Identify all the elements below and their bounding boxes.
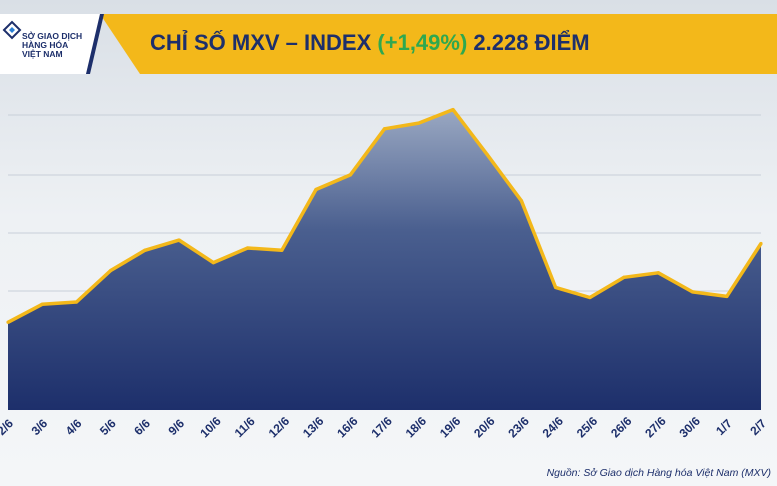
x-tick-label: 6/6 [131,416,153,438]
data-point-24-6 [554,285,558,289]
x-tick-label: 17/6 [368,414,395,441]
x-tick-label: 26/6 [608,414,635,441]
data-point-9-6 [177,238,181,242]
x-tick-label: 3/6 [29,416,51,438]
title-main: CHỈ SỐ MXV – INDEX [150,30,372,55]
data-point-2-6 [6,320,10,324]
x-tick-label: 19/6 [437,414,464,441]
data-point-11-6 [245,246,250,250]
header-banner [0,14,777,74]
data-point-13-6 [314,187,318,192]
logo-panel [0,14,100,74]
logo-mark-icon [2,20,22,40]
logo-line-3: VIỆT NAM [22,49,63,59]
source-note: Nguồn: Sở Giao dịch Hàng hóa Việt Nam (M… [546,467,771,479]
x-tick-label: 20/6 [471,414,498,441]
title-change: (+1,49%) [377,30,468,55]
data-point-4-6 [74,300,79,304]
data-point-20-6 [485,153,489,157]
title-value: 2.228 ĐIỂM [473,30,590,55]
logo-line-1: SỞ GIAO DỊCH [22,31,83,41]
data-point-18-6 [417,121,421,125]
data-point-25-6 [588,295,592,300]
data-point-5-6 [109,268,113,273]
series-area [8,109,761,410]
x-tick-label: 23/6 [505,414,532,441]
x-tick-label: 12/6 [266,414,293,441]
data-point-17-6 [382,127,387,131]
x-tick-label: 10/6 [197,414,224,441]
logo: SỞ GIAO DỊCH HÀNG HÓA VIỆT NAM [22,32,102,59]
x-tick-label: 27/6 [642,414,669,441]
data-point-1-7 [725,294,729,298]
chart-title: CHỈ SỐ MXV – INDEX (+1,49%) 2.228 ĐIỂM [150,30,590,60]
x-tick-label: 25/6 [574,414,601,441]
data-point-30-6 [690,290,695,294]
data-point-6-6 [143,248,147,252]
x-tick-label: 24/6 [540,414,567,441]
x-tick-label: 11/6 [232,414,258,440]
x-tick-label: 18/6 [403,414,430,441]
x-tick-label: 13/6 [300,414,327,441]
logo-panel-accent [86,14,104,74]
data-point-10-6 [211,261,215,265]
data-points [6,108,763,324]
x-tick-label: 5/6 [97,416,119,438]
data-point-12-6 [280,248,284,252]
data-point-27-6 [656,271,660,275]
x-tick-label: 1/7 [713,416,735,438]
data-point-2-7 [759,241,763,246]
x-tick-label: 2/6 [0,416,16,438]
data-point-23-6 [519,199,524,203]
data-point-16-6 [348,173,352,177]
x-tick-label: 4/6 [63,416,85,438]
x-axis-ticks: 2/6 3/6 4/6 5/6 6/6 9/6 10/6 11/6 12/6 13/6 16/6 17… [0,414,769,441]
x-tick-label: 9/6 [165,416,187,438]
data-point-26-6 [622,275,626,279]
x-tick-label: 30/6 [677,414,704,441]
data-point-19-6 [451,108,455,112]
banner-yellow [100,14,777,74]
logo-line-2: HÀNG HÓA [22,40,69,50]
x-tick-label: 2/7 [747,416,769,438]
data-point-3-6 [40,302,44,306]
x-tick-label: 16/6 [334,414,361,441]
